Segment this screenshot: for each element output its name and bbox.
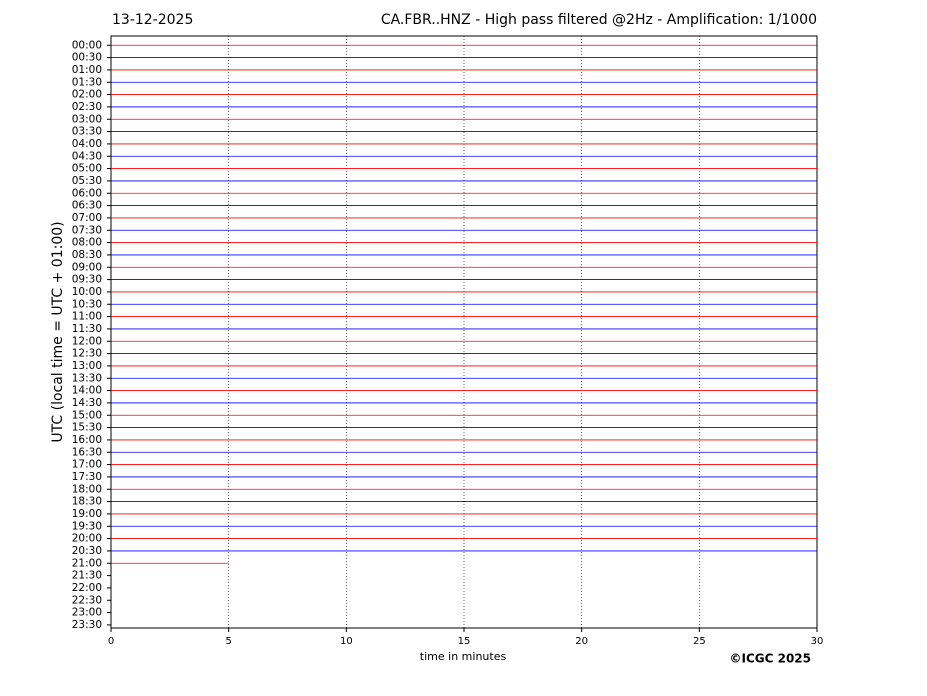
y-tick-label: 17:30 bbox=[72, 471, 102, 483]
date: 13-12-2025 bbox=[112, 12, 193, 28]
y-tick-label: 01:00 bbox=[72, 64, 102, 76]
y-tick-label: 03:00 bbox=[72, 113, 102, 125]
y-tick-label: 17:00 bbox=[72, 459, 102, 471]
y-tick-label: 07:30 bbox=[72, 224, 102, 236]
y-tick-label: 04:30 bbox=[72, 150, 102, 162]
y-tick-label: 21:00 bbox=[72, 557, 102, 569]
y-tick-label: 16:00 bbox=[72, 434, 102, 446]
y-tick-label: 23:00 bbox=[72, 607, 102, 619]
y-axis-label: UTC (local time = UTC + 01:00) bbox=[50, 221, 66, 442]
y-tick-label: 00:00 bbox=[72, 39, 102, 51]
y-tick-label: 08:00 bbox=[72, 237, 102, 249]
y-tick-label: 11:30 bbox=[72, 323, 102, 335]
y-tick-label: 10:30 bbox=[72, 298, 102, 310]
y-tick-label: 18:30 bbox=[72, 496, 102, 508]
y-tick-label: 22:00 bbox=[72, 582, 102, 594]
y-tick-label: 13:30 bbox=[72, 372, 102, 384]
y-tick-label: 06:00 bbox=[72, 187, 102, 199]
y-tick-label: 09:00 bbox=[72, 261, 102, 273]
y-tick-label: 05:00 bbox=[72, 163, 102, 175]
y-tick-label: 19:30 bbox=[72, 520, 102, 532]
y-tick-label: 14:30 bbox=[72, 397, 102, 409]
y-tick-label: 03:30 bbox=[72, 126, 102, 138]
y-tick-label: 06:30 bbox=[72, 200, 102, 212]
y-tick-label: 10:00 bbox=[72, 286, 102, 298]
y-tick-label: 20:30 bbox=[72, 545, 102, 557]
x-tick-label: 20 bbox=[575, 636, 588, 647]
y-tick-label: 11:00 bbox=[72, 311, 102, 323]
y-tick-label: 05:30 bbox=[72, 175, 102, 187]
y-tick-label: 15:30 bbox=[72, 422, 102, 434]
y-tick-label: 22:30 bbox=[72, 594, 102, 606]
x-axis-label: time in minutes bbox=[420, 650, 507, 663]
y-tick-label: 07:00 bbox=[72, 212, 102, 224]
x-tick-label: 0 bbox=[108, 636, 114, 647]
credit: ©ICGC 2025 bbox=[729, 652, 811, 666]
x-tick-label: 15 bbox=[458, 636, 471, 647]
y-tick-label: 08:30 bbox=[72, 249, 102, 261]
y-tick-label: 01:30 bbox=[72, 76, 102, 88]
y-tick-label: 09:30 bbox=[72, 274, 102, 286]
y-tick-label: 19:00 bbox=[72, 508, 102, 520]
y-tick-label: 16:30 bbox=[72, 446, 102, 458]
x-tick-label: 30 bbox=[811, 636, 824, 647]
y-tick-label: 21:30 bbox=[72, 570, 102, 582]
y-tick-label: 13:00 bbox=[72, 360, 102, 372]
x-tick-label: 5 bbox=[225, 636, 231, 647]
y-tick-label: 18:00 bbox=[72, 483, 102, 495]
y-tick-label: 20:00 bbox=[72, 533, 102, 545]
x-tick-label: 25 bbox=[693, 636, 706, 647]
x-tick-label: 10 bbox=[340, 636, 353, 647]
y-tick-label: 12:00 bbox=[72, 335, 102, 347]
y-tick-label: 15:00 bbox=[72, 409, 102, 421]
y-tick-label: 04:00 bbox=[72, 138, 102, 150]
chart-title: CA.FBR..HNZ - High pass filtered @2Hz - … bbox=[381, 12, 817, 28]
y-tick-label: 02:00 bbox=[72, 89, 102, 101]
y-tick-label: 23:30 bbox=[72, 619, 102, 631]
plot-frame bbox=[110, 35, 818, 629]
y-tick-label: 14:00 bbox=[72, 385, 102, 397]
y-tick-label: 00:30 bbox=[72, 52, 102, 64]
y-tick-label: 02:30 bbox=[72, 101, 102, 113]
y-tick-label: 12:30 bbox=[72, 348, 102, 360]
